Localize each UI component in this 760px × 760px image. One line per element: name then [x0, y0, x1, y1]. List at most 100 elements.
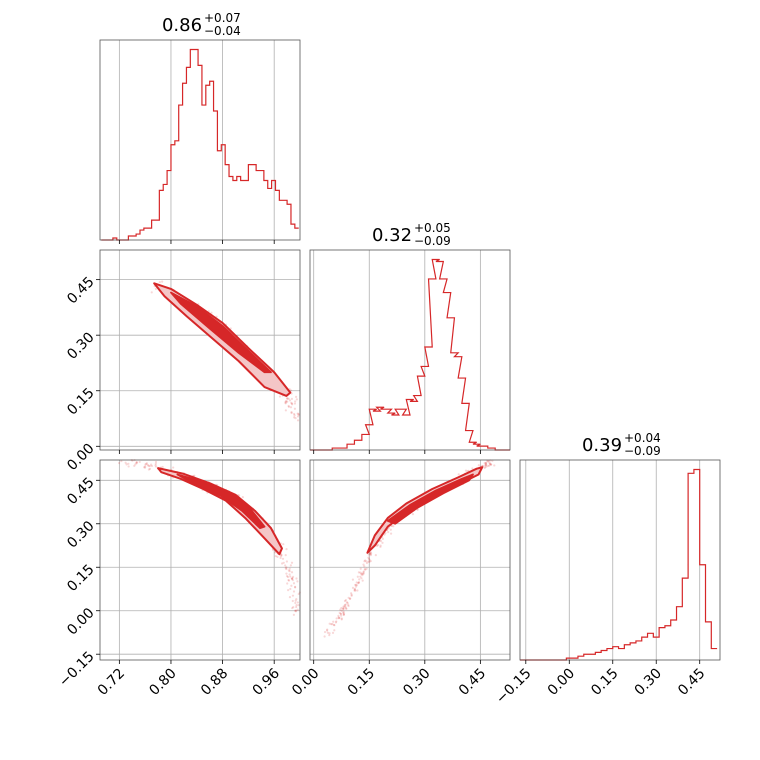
sample-point: [144, 463, 147, 466]
sample-point: [134, 463, 137, 466]
sample-point: [335, 617, 338, 620]
sample-point: [363, 560, 366, 563]
sample-point: [357, 571, 361, 574]
sample-point: [293, 609, 297, 612]
sample-point: [351, 578, 355, 581]
x-tick-label: 0.45: [675, 666, 708, 699]
sample-point: [291, 579, 294, 582]
param-title-lower-0: −0.04: [204, 24, 241, 38]
sample-point: [291, 575, 295, 578]
sample-point: [339, 612, 342, 615]
sample-point: [293, 412, 296, 416]
sample-point: [290, 402, 294, 405]
sample-point: [294, 400, 297, 403]
sample-point: [325, 629, 329, 632]
sample-point: [362, 563, 365, 566]
histogram-0: [101, 48, 299, 241]
sample-point: [282, 561, 285, 564]
sample-point: [285, 566, 288, 569]
sample-point: [289, 406, 293, 409]
sample-point: [241, 496, 244, 499]
sample-point: [297, 413, 300, 416]
sample-point: [471, 467, 474, 470]
sample-point: [368, 551, 372, 554]
sample-point: [326, 628, 329, 631]
sample-point: [484, 462, 487, 465]
param-title-upper-0: +0.07: [204, 11, 241, 25]
x-tick-label: 0.96: [250, 665, 283, 698]
sample-point: [359, 571, 362, 574]
sample-point: [293, 414, 296, 417]
sample-point: [338, 616, 341, 620]
sample-point: [294, 601, 297, 605]
sample-point: [284, 567, 287, 570]
sample-point: [138, 460, 141, 464]
sample-point: [284, 554, 287, 557]
sample-point: [292, 582, 296, 585]
sample-point: [362, 570, 365, 573]
panel-2-1: 0.00 0.15 0.30 0.45: [289, 459, 511, 699]
sample-point: [344, 603, 347, 606]
sample-point: [150, 464, 154, 468]
sample-point: [281, 557, 285, 560]
sample-point: [294, 395, 298, 398]
sample-point: [334, 621, 338, 624]
sample-point: [477, 464, 480, 467]
sample-point: [354, 589, 357, 592]
panel-2-2: −0.15 0.00 0.15 0.30 0.45: [493, 459, 721, 707]
sample-point: [367, 556, 370, 559]
sample-point: [279, 556, 282, 560]
param-title-2: 0.39: [582, 435, 622, 456]
sample-point: [342, 610, 345, 613]
sample-point: [293, 416, 296, 419]
sample-point: [292, 590, 296, 593]
sample-point: [339, 608, 342, 611]
panel-frame: [99, 39, 301, 241]
sample-point: [284, 402, 287, 405]
sample-point: [488, 464, 491, 467]
sample-point: [147, 468, 151, 471]
param-title-lower-1: −0.09: [414, 234, 451, 248]
sample-point: [296, 608, 299, 611]
panel-frame: [99, 459, 301, 661]
sample-point: [369, 553, 372, 557]
sample-point: [161, 280, 164, 283]
sample-point: [286, 582, 289, 585]
sample-point: [287, 589, 290, 592]
sample-point: [343, 599, 347, 603]
sample-point: [364, 568, 367, 571]
sample-point: [285, 575, 289, 578]
sample-point: [486, 460, 490, 463]
sample-point: [154, 462, 157, 465]
sample-point: [291, 606, 294, 610]
sample-point: [490, 463, 493, 466]
sample-point: [294, 586, 297, 589]
sample-point: [350, 593, 353, 596]
sample-point: [284, 401, 287, 404]
sample-point: [379, 545, 382, 548]
sample-point: [489, 463, 492, 466]
sample-point: [348, 597, 352, 600]
sample-point: [290, 401, 293, 404]
sample-point: [363, 565, 366, 568]
sample-point: [295, 577, 298, 580]
y-tick-label: 0.30: [64, 518, 97, 551]
sample-point: [326, 631, 329, 634]
sample-point: [365, 567, 368, 570]
sample-point: [294, 609, 298, 612]
sample-point: [286, 400, 289, 403]
sample-point: [297, 592, 300, 596]
sample-point: [150, 463, 153, 466]
sample-point: [288, 596, 292, 599]
sample-point: [284, 409, 287, 412]
sample-point: [483, 461, 486, 465]
sample-point: [361, 579, 364, 582]
param-title-lower-2: −0.09: [624, 444, 661, 458]
sample-point: [323, 635, 326, 638]
sample-point: [354, 585, 358, 588]
sample-point: [331, 623, 334, 626]
sample-point: [148, 464, 151, 468]
sample-point: [484, 461, 488, 465]
sample-point: [356, 575, 359, 578]
sample-point: [135, 462, 138, 465]
